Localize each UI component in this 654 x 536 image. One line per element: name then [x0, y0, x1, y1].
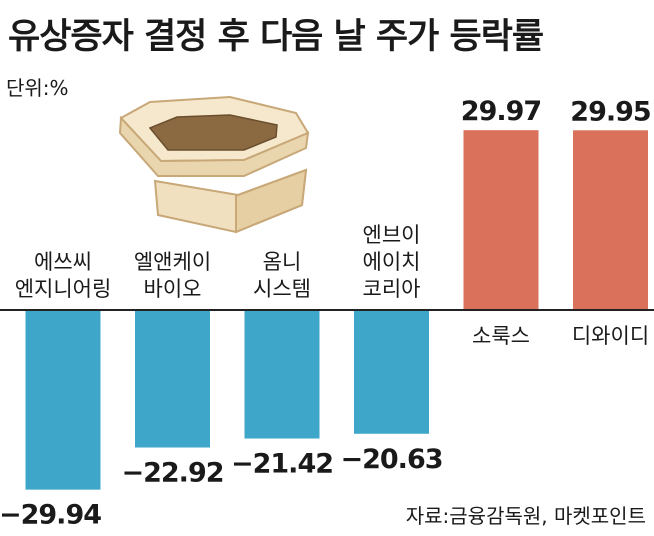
unit-label: 단위:% [6, 76, 69, 100]
bar-1 [135, 310, 210, 448]
chart-title: 유상증자 결정 후 다음 날 주가 등락률 [8, 17, 544, 57]
category-label-3: 엔브이 에이치 코리아 [363, 223, 421, 301]
category-label-0: 에쓰씨 엔지니어링 [15, 250, 112, 301]
value-label-5: 29.95 [570, 96, 650, 127]
value-label-0: −29.94 [0, 500, 101, 531]
value-label-1: −22.92 [121, 458, 223, 489]
value-label-4: 29.97 [461, 96, 541, 127]
bar-3 [354, 310, 429, 434]
bar-0 [25, 310, 101, 490]
bars-layer: −29.94 에쓰씨 엔지니어링 −22.92 엘앤케이 바이오 −21.42 옴니 시스템 −2… [0, 96, 652, 531]
value-label-3: −20.63 [340, 444, 442, 475]
category-label-4: 소룩스 [472, 324, 530, 348]
bar-4 [463, 130, 539, 310]
bar-5 [573, 130, 648, 310]
value-label-2: −21.42 [231, 449, 333, 480]
category-label-5: 디와이디 [572, 324, 649, 348]
wooden-box-illustration [118, 95, 310, 234]
source-note: 자료:금융감독원, 마켓포인트 [405, 504, 646, 528]
bar-2 [244, 310, 320, 439]
category-label-1: 엘앤케이 바이오 [134, 250, 211, 301]
category-label-2: 옴니 시스템 [253, 250, 311, 301]
